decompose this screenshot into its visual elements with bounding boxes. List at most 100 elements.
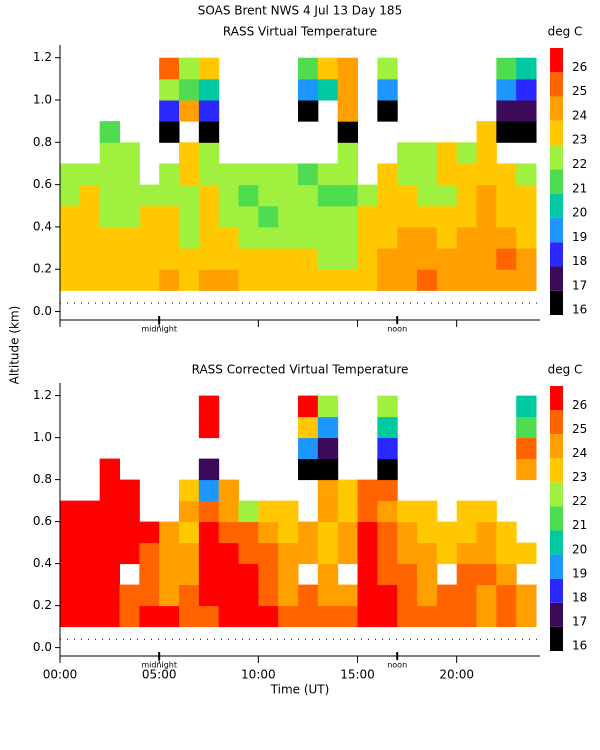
y-tick-label: 1.2 [33,50,52,64]
heat-cell [436,184,458,207]
colorbar-label-value: 16 [572,639,587,653]
colorbar-label-value: 18 [572,591,587,605]
colorbar-label-value: 16 [572,303,587,317]
heat-cell [198,184,220,207]
heat-cell [516,416,537,439]
colorbar-label-value: 23 [572,133,587,147]
heat-cell [258,521,279,544]
heat-cell [159,521,180,544]
heat-cell [99,479,121,502]
heat-cell [436,248,458,270]
heat-cell [278,605,299,628]
heat-cell [357,521,378,544]
heat-cell [496,584,517,607]
heat-cell [60,269,81,291]
heat-cell [159,163,180,186]
heat-cell [198,205,220,228]
colorbar-box [550,386,563,411]
heat-cell [99,226,121,249]
heat-cell [377,563,398,586]
heat-cell [516,605,537,628]
x-tick-label: 15:00 [340,668,375,682]
heat-cell [436,163,458,186]
heat-cell [317,437,339,460]
heat-cell [99,269,121,291]
x-tick-label: 10:00 [241,668,276,682]
colorbar-label-value: 18 [572,254,587,268]
heat-cell [258,205,279,228]
heat-cell [436,142,458,164]
heat-cell [278,500,299,523]
heat-cell [298,269,319,291]
heat-cell [397,163,418,186]
heat-cell [516,163,537,186]
heat-cell [218,605,240,628]
heat-cell [417,269,438,291]
heat-cell [99,542,121,565]
colorbar-box [550,169,563,194]
heat-cell [456,163,478,186]
heat-cell [476,248,497,270]
heat-cell [496,605,517,628]
colorbar-box [550,458,563,483]
heat-cell [317,269,339,291]
heat-cell [337,226,359,249]
heat-cell [119,205,140,228]
heat-cell [198,416,220,439]
heat-cell [179,142,200,164]
y-tick-label: 1.2 [33,388,52,402]
heat-cell [317,248,339,270]
heat-cell [119,584,140,607]
heat-cell [516,121,537,143]
heat-cell [198,121,220,143]
heat-cell [298,416,319,439]
y-tick-label: 0.0 [33,640,52,654]
heat-cell [278,184,299,207]
heat-cell [298,605,319,628]
heat-cell [198,521,220,544]
heat-cell [516,269,537,291]
heat-cell [119,542,140,565]
heat-cell [298,395,319,418]
heat-cell [139,605,160,628]
heat-cell [298,248,319,270]
heat-cell [179,521,200,544]
heat-cell [139,184,160,207]
y-tick-label: 0.4 [33,556,52,570]
colorbar-box [550,626,563,651]
heat-cell [436,269,458,291]
heat-cell [496,78,517,101]
heat-cell [198,479,220,502]
heat-cell [139,226,160,249]
heat-cell [238,248,259,270]
heat-cell [337,121,359,143]
heat-cell [278,269,299,291]
heat-cell [159,205,180,228]
heat-cell [159,121,180,143]
heat-cell [179,248,200,270]
heat-cell [60,226,81,249]
heat-cell [99,205,121,228]
heat-cell [179,100,200,122]
heat-cell [496,163,517,186]
heat-cell [317,479,339,502]
heat-cell [179,479,200,502]
colorbar-box [550,193,563,218]
heat-cell [436,584,458,607]
heat-cell [198,563,220,586]
heat-cell [436,226,458,249]
colorbar-label-value: 19 [572,566,587,580]
heat-cell [516,57,537,80]
heat-cell [298,78,319,101]
heat-cell [377,184,398,207]
heat-cell [198,584,220,607]
heat-cell [456,184,478,207]
heat-cell [179,500,200,523]
colorbar-label-value: 23 [572,470,587,484]
heat-cell [218,479,240,502]
heat-cell [298,226,319,249]
heat-cell [298,57,319,80]
heat-cell [317,226,339,249]
heat-cell [417,500,438,523]
heat-cell [159,57,180,80]
